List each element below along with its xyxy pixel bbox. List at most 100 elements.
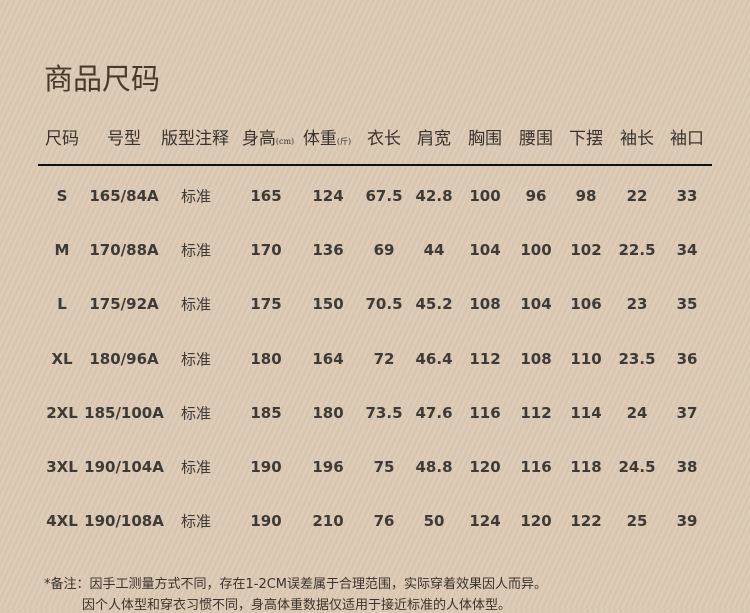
table-cell: 34	[676, 241, 698, 260]
page-title: 商品尺码	[44, 62, 161, 96]
table-cell: 100	[520, 241, 552, 260]
table-cell: 124	[469, 512, 501, 531]
table-cell: 35	[676, 295, 698, 314]
table-cell: 96	[525, 187, 547, 205]
table-cell: XL	[51, 349, 73, 368]
header-label: 袖口	[670, 129, 704, 149]
table-cell: 190	[250, 512, 282, 531]
header-unit: (cm)	[275, 137, 295, 146]
header-label: 袖长	[620, 129, 654, 149]
header-cell: 袖长	[620, 124, 654, 149]
table-cell: 标准	[180, 187, 212, 206]
table-cell: 38	[676, 458, 698, 476]
table-cell: 69	[373, 241, 395, 260]
table-cell: 190/108A	[84, 512, 164, 531]
header-label: 体重	[302, 129, 337, 149]
table-cell: 24.5	[618, 458, 656, 476]
table-cell: 170/88A	[89, 241, 159, 260]
table-cell: 73.5	[365, 403, 403, 422]
table-cell: 180	[312, 403, 344, 422]
table-cell: 标准	[180, 350, 212, 369]
table-cell: 75	[373, 458, 395, 476]
table-cell: 39	[676, 512, 698, 531]
header-label: 胸围	[468, 129, 502, 149]
table-cell: 122	[570, 512, 602, 531]
table-cell: 120	[520, 512, 552, 531]
table-cell: 185	[250, 403, 282, 422]
table-cell: 25	[626, 512, 648, 531]
table-cell: 3XL	[46, 458, 78, 476]
table-cell: 标准	[180, 512, 212, 531]
table-cell: 46.4	[415, 349, 453, 368]
table-cell: 180/96A	[89, 349, 159, 368]
header-cell: 体重(斤)	[303, 124, 351, 149]
table-cell: 标准	[180, 241, 212, 260]
header-cell: 胸围	[468, 124, 502, 149]
header-label: 腰围	[519, 129, 553, 149]
table-cell: 67.5	[365, 187, 403, 205]
header-unit: (斤)	[336, 137, 352, 146]
table-cell: 185/100A	[84, 403, 164, 422]
table-cell: 33	[676, 187, 698, 205]
table-cell: 190	[250, 458, 282, 476]
table-cell: 164	[312, 349, 344, 368]
table-cell: 175/92A	[89, 295, 159, 314]
table-cell: 98	[575, 187, 597, 205]
header-label: 身高	[241, 129, 276, 149]
table-cell: 4XL	[46, 512, 78, 531]
header-label: 下摆	[569, 129, 603, 149]
header-cell: 袖口	[670, 124, 704, 149]
table-cell: 22	[626, 187, 648, 205]
header-cell: 衣长	[367, 124, 401, 149]
header-divider	[38, 164, 712, 166]
header-cell: 号型	[107, 124, 141, 149]
table-cell: 70.5	[365, 295, 403, 314]
header-label: 衣长	[367, 129, 401, 149]
header-cell: 尺码	[45, 124, 79, 149]
table-cell: 72	[373, 349, 395, 368]
header-label: 肩宽	[417, 129, 451, 149]
table-cell: 23.5	[618, 349, 656, 368]
table-cell: 42.8	[415, 187, 453, 205]
table-cell: 136	[312, 241, 344, 260]
table-cell: 108	[469, 295, 501, 314]
table-cell: 标准	[180, 295, 212, 314]
table-cell: 106	[570, 295, 602, 314]
table-cell: 22.5	[618, 241, 656, 260]
table-cell: 47.6	[415, 403, 453, 422]
header-label: 版型注释	[161, 129, 229, 149]
header-cell: 下摆	[569, 124, 603, 149]
table-cell: 114	[570, 403, 602, 422]
table-cell: 48.8	[415, 458, 453, 476]
table-cell: 175	[250, 295, 282, 314]
header-label: 号型	[107, 129, 141, 149]
table-cell: 165/84A	[89, 187, 159, 205]
table-cell: 104	[469, 241, 501, 260]
table-cell: M	[54, 241, 70, 260]
table-cell: 45.2	[415, 295, 453, 314]
table-cell: L	[57, 295, 67, 314]
table-cell: 37	[676, 403, 698, 422]
table-cell: 116	[469, 403, 501, 422]
table-cell: 108	[520, 349, 552, 368]
table-cell: 100	[469, 187, 501, 205]
table-cell: 118	[570, 458, 602, 476]
header-cell: 腰围	[519, 124, 553, 149]
table-cell: 170	[250, 241, 282, 260]
header-cell: 身高(cm)	[242, 124, 294, 149]
table-cell: 165	[250, 187, 282, 205]
table-cell: 190/104A	[84, 458, 164, 476]
table-cell: 104	[520, 295, 552, 314]
table-cell: 110	[570, 349, 602, 368]
note-line-1: *备注：因手工测量方式不同，存在1-2CM误差属于合理范围，实际穿着效果因人而异…	[44, 577, 548, 592]
table-cell: 2XL	[46, 403, 78, 422]
table-cell: 112	[469, 349, 501, 368]
table-cell: 116	[520, 458, 552, 476]
header-cell: 肩宽	[417, 124, 451, 149]
table-cell: 102	[570, 241, 602, 260]
table-cell: 196	[312, 458, 344, 476]
table-cell: 标准	[180, 404, 212, 423]
table-cell: S	[56, 187, 68, 205]
table-cell: 180	[250, 349, 282, 368]
note-line-2: 因个人体型和穿衣习惯不同，身高体重数据仅适用于接近标准的人体体型。	[82, 598, 512, 613]
